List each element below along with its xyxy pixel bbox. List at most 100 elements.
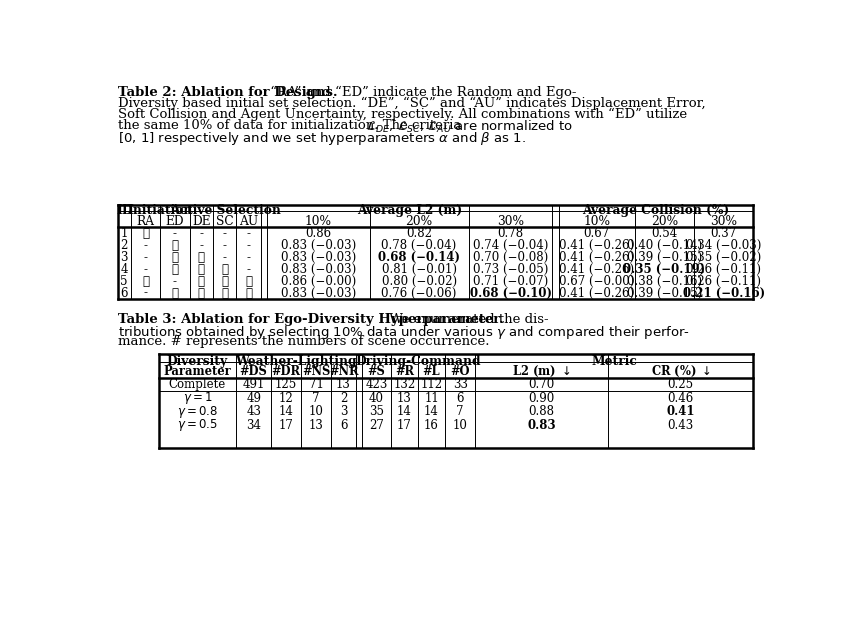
Text: Driving-Command: Driving-Command bbox=[355, 355, 481, 367]
Text: Soft Collision and Agent Uncertainty, respectively. All combinations with “ED” u: Soft Collision and Agent Uncertainty, re… bbox=[118, 108, 687, 121]
Text: -: - bbox=[247, 251, 251, 264]
Text: 0.86 (−0.00): 0.86 (−0.00) bbox=[281, 275, 356, 288]
Text: 30%: 30% bbox=[710, 215, 737, 228]
Text: 0.43: 0.43 bbox=[667, 419, 694, 432]
Text: 20%: 20% bbox=[650, 215, 678, 228]
Text: 71: 71 bbox=[309, 378, 323, 391]
Text: ✓: ✓ bbox=[142, 275, 149, 288]
Text: #NR: #NR bbox=[329, 366, 359, 378]
Text: 0.90: 0.90 bbox=[528, 392, 555, 404]
Text: -: - bbox=[143, 286, 148, 300]
Text: #S: #S bbox=[367, 366, 385, 378]
Text: #DR: #DR bbox=[271, 366, 301, 378]
Text: ✓: ✓ bbox=[198, 275, 205, 288]
Text: 125: 125 bbox=[275, 378, 298, 391]
Text: 13: 13 bbox=[397, 392, 412, 404]
Text: 14: 14 bbox=[397, 405, 412, 418]
Text: ED: ED bbox=[165, 215, 184, 228]
Text: -: - bbox=[222, 227, 226, 240]
Text: 423: 423 bbox=[365, 378, 388, 391]
Text: 0.83 (−0.03): 0.83 (−0.03) bbox=[281, 263, 356, 276]
Text: [0, 1] respectively and we set hyperparameters $\alpha$ and $\beta$ as 1.: [0, 1] respectively and we set hyperpara… bbox=[118, 130, 526, 147]
Text: 0.76 (−0.06): 0.76 (−0.06) bbox=[382, 286, 457, 300]
Text: 0.34 (−0.03): 0.34 (−0.03) bbox=[686, 239, 762, 252]
Text: 0.67: 0.67 bbox=[583, 227, 610, 240]
Text: ✓: ✓ bbox=[171, 286, 178, 300]
Text: Parameter: Parameter bbox=[164, 366, 232, 378]
Text: ✓: ✓ bbox=[221, 275, 228, 288]
Text: ✓: ✓ bbox=[171, 239, 178, 252]
Text: ✓: ✓ bbox=[198, 251, 205, 264]
Text: 0.39 (−0.15): 0.39 (−0.15) bbox=[627, 286, 702, 300]
Text: 0.74 (−0.04): 0.74 (−0.04) bbox=[473, 239, 549, 252]
Text: 0.80 (−0.02): 0.80 (−0.02) bbox=[382, 275, 457, 288]
Text: ✓: ✓ bbox=[171, 263, 178, 276]
Text: 0.41 (−0.26): 0.41 (−0.26) bbox=[559, 286, 634, 300]
Text: Initiation: Initiation bbox=[127, 204, 193, 217]
Text: 2: 2 bbox=[120, 239, 128, 252]
Text: 132: 132 bbox=[393, 378, 416, 391]
Text: 0.82: 0.82 bbox=[406, 227, 432, 240]
Text: L2 (m) $\downarrow$: L2 (m) $\downarrow$ bbox=[512, 364, 571, 380]
Text: 2: 2 bbox=[340, 392, 347, 404]
Text: 0.35 (−0.02): 0.35 (−0.02) bbox=[686, 251, 762, 264]
Text: $\gamma = 0.5$: $\gamma = 0.5$ bbox=[177, 417, 218, 433]
Text: 0.35 (−0.19): 0.35 (−0.19) bbox=[623, 263, 706, 276]
Text: ✓: ✓ bbox=[198, 286, 205, 300]
Text: 0.41 (−0.26): 0.41 (−0.26) bbox=[559, 239, 634, 252]
Text: 10%: 10% bbox=[583, 215, 610, 228]
Text: 13: 13 bbox=[309, 419, 323, 432]
Text: 1: 1 bbox=[120, 227, 128, 240]
Text: 0.83 (−0.03): 0.83 (−0.03) bbox=[281, 239, 356, 252]
Text: -: - bbox=[222, 239, 226, 252]
Text: -: - bbox=[173, 227, 177, 240]
Text: Complete: Complete bbox=[169, 378, 226, 391]
Text: ✓: ✓ bbox=[142, 227, 149, 240]
Text: -: - bbox=[199, 239, 204, 252]
Text: the same 10% of data for initialization. The criteria: the same 10% of data for initialization.… bbox=[118, 119, 466, 132]
Text: 0.78 (−0.04): 0.78 (−0.04) bbox=[382, 239, 457, 252]
Text: -: - bbox=[222, 251, 226, 264]
Text: 0.25: 0.25 bbox=[667, 378, 694, 391]
Text: 40: 40 bbox=[369, 392, 384, 404]
Text: 16: 16 bbox=[424, 419, 439, 432]
Text: 0.67 (−0.00): 0.67 (−0.00) bbox=[559, 275, 634, 288]
Text: SC: SC bbox=[215, 215, 233, 228]
Text: #DS: #DS bbox=[240, 366, 268, 378]
Text: Average L2 (m): Average L2 (m) bbox=[357, 204, 462, 217]
Text: ✓: ✓ bbox=[171, 251, 178, 264]
Text: 0.37: 0.37 bbox=[711, 227, 737, 240]
Text: Diversity based initial set selection. “DE”, “SC” and “AU” indicates Displacemen: Diversity based initial set selection. “… bbox=[118, 97, 706, 110]
Text: #O: #O bbox=[450, 366, 470, 378]
Text: Table 3: Ablation for Ego-Diversity Hyperparameter.: Table 3: Ablation for Ego-Diversity Hype… bbox=[118, 313, 504, 326]
Text: #NS: #NS bbox=[302, 366, 330, 378]
Text: 6: 6 bbox=[340, 419, 348, 432]
Text: ✓: ✓ bbox=[245, 286, 252, 300]
Text: 3: 3 bbox=[120, 251, 128, 264]
Text: 0.83 (−0.03): 0.83 (−0.03) bbox=[281, 251, 356, 264]
Text: Active Selection: Active Selection bbox=[170, 204, 281, 217]
Text: $\gamma = 1$: $\gamma = 1$ bbox=[182, 390, 212, 406]
Text: -: - bbox=[143, 251, 148, 264]
Text: 0.88: 0.88 bbox=[528, 405, 555, 418]
Text: ✓: ✓ bbox=[221, 286, 228, 300]
Text: 3: 3 bbox=[340, 405, 348, 418]
Text: 0.41 (−0.26): 0.41 (−0.26) bbox=[559, 263, 634, 276]
Text: #L: #L bbox=[422, 366, 440, 378]
Text: 10: 10 bbox=[309, 405, 323, 418]
Text: Table 2: Ablation for Designs.: Table 2: Ablation for Designs. bbox=[118, 85, 338, 99]
Text: 13: 13 bbox=[336, 378, 351, 391]
Text: 33: 33 bbox=[453, 378, 468, 391]
Text: -: - bbox=[173, 275, 177, 288]
Text: AU: AU bbox=[239, 215, 259, 228]
Text: 20%: 20% bbox=[405, 215, 432, 228]
Text: “RA” and “ED” indicate the Random and Ego-: “RA” and “ED” indicate the Random and Eg… bbox=[266, 85, 577, 99]
Text: 0.68 (−0.14): 0.68 (−0.14) bbox=[378, 251, 460, 264]
Text: -: - bbox=[247, 263, 251, 276]
Text: 0.46: 0.46 bbox=[667, 392, 694, 404]
Text: 0.26 (−0.11): 0.26 (−0.11) bbox=[686, 263, 762, 276]
Text: 0.26 (−0.11): 0.26 (−0.11) bbox=[686, 275, 762, 288]
Text: 35: 35 bbox=[369, 405, 384, 418]
Text: 0.41 (−0.26): 0.41 (−0.26) bbox=[559, 251, 634, 264]
Text: #R: #R bbox=[395, 366, 414, 378]
